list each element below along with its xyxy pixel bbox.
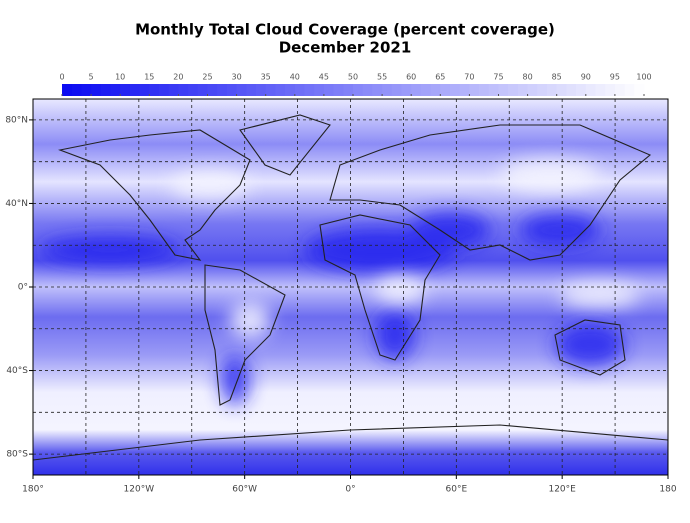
x-tick-label: 60°W	[232, 485, 257, 495]
colorbar-tick-label: 0	[59, 73, 64, 82]
colorbar-segment	[576, 84, 587, 96]
colorbar-tick-label: 40	[290, 73, 300, 82]
colorbar-segment	[498, 84, 509, 96]
colorbar-segment	[343, 84, 354, 96]
x-tick-label: 120°E	[548, 485, 576, 495]
colorbar-tick-label: 25	[202, 73, 212, 82]
colorbar-tick-label: 15	[144, 73, 154, 82]
colorbar-segment	[450, 84, 461, 96]
colorbar-segment	[411, 84, 422, 96]
colorbar-segment	[488, 84, 499, 96]
colorbar-segment	[159, 84, 170, 96]
x-tick-label: 120°W	[124, 485, 155, 495]
colorbar-segment	[614, 84, 626, 96]
colorbar-tick-label: 65	[435, 73, 445, 82]
colorbar-tick-label: 100	[636, 73, 651, 82]
colorbar: 0 5 10 15 20 25 30 35 40 45 50 55 60 65 70 75 80 85 90 95 10…	[59, 73, 652, 96]
y-tick-label: 80°S	[6, 450, 28, 460]
title: Monthly Total Cloud Coverage (percent co…	[135, 21, 555, 39]
colorbar-segment	[527, 84, 538, 96]
colorbar-segment	[285, 84, 296, 96]
colorbar-segment	[401, 84, 412, 96]
colorbar-segment	[624, 84, 635, 96]
colorbar-tick-label: 60	[406, 73, 416, 82]
colorbar-tick-label: 45	[319, 73, 329, 82]
colorbar-tick-label: 75	[493, 73, 503, 82]
colorbar-segment	[294, 84, 305, 96]
colorbar-tick-label: 5	[89, 73, 94, 82]
colorbar-segment	[62, 84, 73, 96]
colorbar-tick-label: 10	[115, 73, 125, 82]
colorbar-tick-label: 80	[523, 73, 533, 82]
colorbar-segment	[459, 84, 470, 96]
x-tick-label: 180°	[22, 485, 44, 495]
colorbar-segment	[517, 84, 529, 96]
colorbar-segment	[110, 84, 121, 96]
colorbar-segment	[304, 84, 315, 96]
y-tick-label: 80°N	[5, 115, 28, 125]
colorbar-segment	[479, 84, 490, 96]
colorbar-segment	[188, 84, 199, 96]
colorbar-tick-label: 35	[261, 73, 271, 82]
y-tick-label: 0°	[18, 283, 28, 293]
colorbar-tick-label: 90	[581, 73, 591, 82]
colorbar-segment	[246, 84, 257, 96]
colorbar-tick-label: 70	[464, 73, 474, 82]
colorbar-segment	[508, 84, 519, 96]
colorbar-tick-label: 20	[173, 73, 183, 82]
colorbar-segment	[207, 84, 218, 96]
colorbar-tick-label: 55	[377, 73, 387, 82]
colorbar-segment	[333, 84, 344, 96]
colorbar-segment	[275, 84, 286, 96]
subtitle: December 2021	[279, 39, 412, 57]
colorbar-segment	[440, 84, 451, 96]
colorbar-segment	[547, 84, 558, 96]
colorbar-tick-label: 50	[348, 73, 358, 82]
x-tick-label: 0°	[345, 485, 355, 495]
colorbar-segment	[265, 84, 276, 96]
colorbar-segment	[217, 84, 228, 96]
colorbar-segment	[236, 84, 247, 96]
colorbar-segment	[391, 84, 402, 96]
colorbar-tick-label: 85	[552, 73, 562, 82]
colorbar-segment	[362, 84, 373, 96]
colorbar-segment	[372, 84, 383, 96]
colorbar-segment	[420, 84, 432, 96]
colorbar-segment	[537, 84, 548, 96]
colorbar-segment	[129, 84, 141, 96]
colorbar-segment	[120, 84, 131, 96]
colorbar-segment	[100, 84, 111, 96]
y-tick-label: 40°S	[6, 366, 28, 376]
colorbar-segment	[139, 84, 150, 96]
x-tick-label: 60°E	[446, 485, 468, 495]
colorbar-segment	[71, 84, 82, 96]
colorbar-segment	[469, 84, 480, 96]
colorbar-segment	[168, 84, 179, 96]
colorbar-tick-label: 95	[610, 73, 620, 82]
colorbar-segment	[605, 84, 616, 96]
colorbar-segment	[585, 84, 596, 96]
colorbar-segment	[595, 84, 606, 96]
colorbar-segment	[91, 84, 102, 96]
colorbar-segment	[178, 84, 189, 96]
colorbar-segment	[566, 84, 577, 96]
x-tick-label: 180	[659, 485, 676, 495]
colorbar-segment	[81, 84, 92, 96]
colorbar-segment	[314, 84, 325, 96]
colorbar-segment	[226, 84, 238, 96]
colorbar-segment	[256, 84, 267, 96]
colorbar-segment	[382, 84, 393, 96]
colorbar-segment	[430, 84, 441, 96]
colorbar-segment	[556, 84, 567, 96]
colorbar-segment	[634, 84, 645, 96]
graticule	[33, 99, 668, 475]
colorbar-tick-label: 30	[232, 73, 242, 82]
colorbar-segment	[353, 84, 364, 96]
colorbar-segment	[323, 84, 335, 96]
colorbar-segment	[197, 84, 208, 96]
y-tick-label: 40°N	[5, 199, 28, 209]
colorbar-segment	[149, 84, 160, 96]
